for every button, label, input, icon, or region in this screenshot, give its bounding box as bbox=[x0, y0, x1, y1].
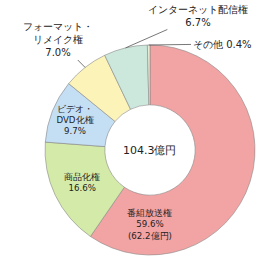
svg-text:フォーマット・リメイク権7.0%: フォーマット・リメイク権7.0% bbox=[23, 21, 93, 58]
svg-text:104.3億円: 104.3億円 bbox=[123, 144, 177, 157]
svg-text:インターネット配信権6.7%: インターネット配信権6.7% bbox=[148, 4, 248, 28]
svg-text:ビデオ・DVD化権9.7%: ビデオ・DVD化権9.7% bbox=[56, 104, 93, 136]
svg-text:番組放送権59.6%(62.2億円): 番組放送権59.6%(62.2億円) bbox=[127, 208, 172, 240]
svg-text:その他 0.4%: その他 0.4% bbox=[193, 39, 252, 50]
svg-text:商品化権16.6%: 商品化権16.6% bbox=[64, 172, 100, 193]
